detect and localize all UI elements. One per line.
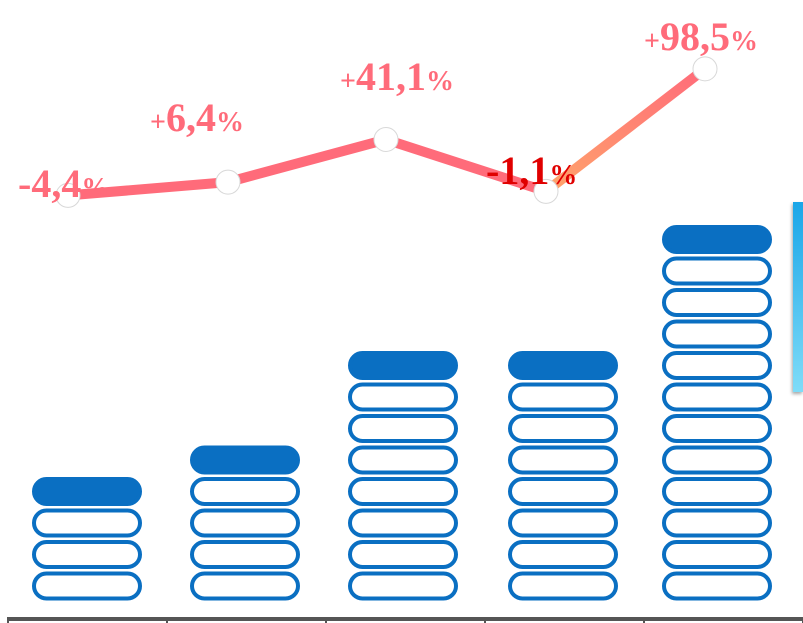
growth-point-3	[374, 127, 398, 151]
bar-ring	[664, 416, 770, 441]
bar-cap	[34, 479, 140, 504]
bar-ring	[510, 574, 616, 599]
bar-ring	[192, 479, 298, 504]
bar-ring	[664, 574, 770, 599]
bar-ring	[192, 574, 298, 599]
bar-cap	[664, 227, 770, 252]
bar-ring	[350, 479, 456, 504]
growth-label-2: +6,4%	[150, 95, 244, 140]
bar-ring	[510, 385, 616, 410]
bar-ring	[664, 511, 770, 536]
growth-line-segment-2	[228, 139, 386, 182]
growth-label-1: -4,4%	[18, 161, 109, 206]
bar-ring	[192, 511, 298, 536]
bar-stack-1	[34, 479, 140, 599]
x-axis	[8, 617, 803, 623]
bar-cap	[350, 353, 456, 378]
growth-label-4: -1,1%	[486, 148, 577, 193]
bar-ring	[192, 542, 298, 567]
bar-ring	[350, 416, 456, 441]
bar-stack-5	[664, 227, 770, 599]
bar-ring	[510, 448, 616, 473]
bar-ring	[350, 511, 456, 536]
bar-ring	[664, 290, 770, 315]
bar-ring	[350, 448, 456, 473]
bar-ring	[510, 416, 616, 441]
bar-ring	[510, 479, 616, 504]
bar-stack-3	[350, 353, 456, 599]
bar-ring	[510, 511, 616, 536]
bar-stack-4	[510, 353, 616, 599]
bar-ring	[510, 542, 616, 567]
bar-ring	[350, 542, 456, 567]
growth-label-5: +98,5%	[644, 14, 758, 59]
bar-ring	[664, 322, 770, 347]
growth-label-3: +41,1%	[340, 54, 454, 99]
bar-ring	[664, 353, 770, 378]
bar-ring	[664, 542, 770, 567]
bar-ring	[34, 511, 140, 536]
bar-cap	[192, 448, 298, 473]
bar-ring	[664, 385, 770, 410]
bar-ring	[350, 385, 456, 410]
bar-ring	[664, 259, 770, 284]
growth-point-5	[693, 57, 717, 81]
bar-ring	[664, 448, 770, 473]
bar-ring	[664, 479, 770, 504]
bar-ring	[350, 574, 456, 599]
bar-stack-2	[192, 448, 298, 599]
side-panel-edge	[793, 202, 803, 392]
bar-stacks	[34, 227, 770, 599]
bar-ring	[34, 542, 140, 567]
bar-ring	[34, 574, 140, 599]
bar-cap	[510, 353, 616, 378]
growth-point-2	[216, 170, 240, 194]
